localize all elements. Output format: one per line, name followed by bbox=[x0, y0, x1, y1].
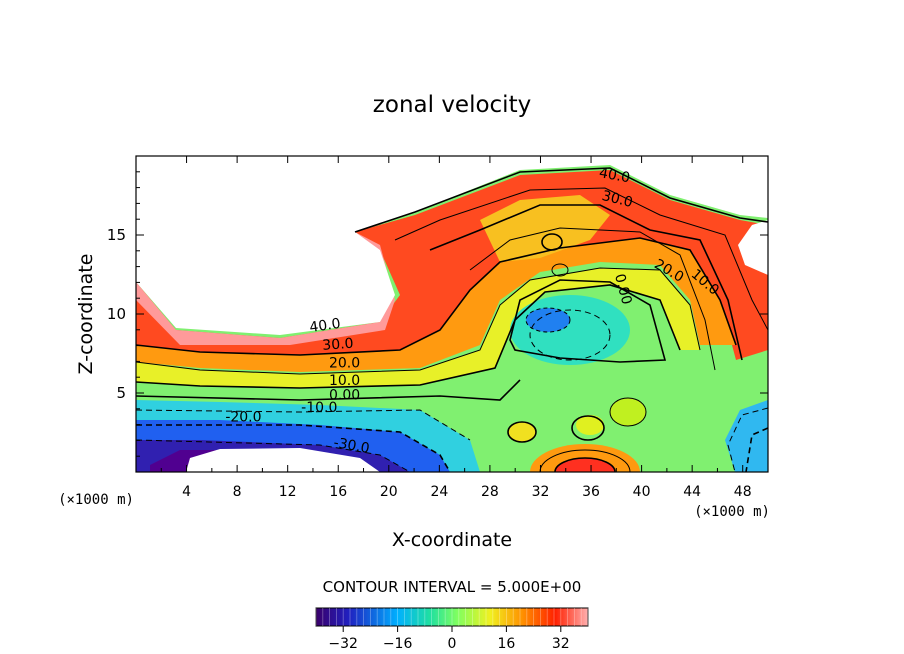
x-tick-label: 12 bbox=[279, 484, 297, 500]
colorbar-tick-label: 32 bbox=[552, 636, 570, 652]
contour-line bbox=[394, 187, 768, 331]
band-yellow bbox=[136, 268, 700, 388]
y-axis-label: Z-coordinate bbox=[75, 254, 97, 375]
band-upper-core bbox=[480, 195, 610, 262]
x-tick-label: 44 bbox=[683, 484, 701, 500]
x-tick-label: 16 bbox=[329, 484, 347, 500]
band-orange bbox=[136, 238, 736, 372]
contour-line bbox=[136, 439, 411, 472]
x-unit-label-right: (×1000 m) bbox=[694, 504, 770, 520]
blob-yellow-2 bbox=[610, 398, 646, 426]
contour-label: 20.0 bbox=[329, 356, 360, 372]
contour-line bbox=[136, 237, 737, 356]
x-tick-label: 48 bbox=[734, 484, 752, 500]
colorbar-tick-label: −32 bbox=[328, 636, 358, 652]
contour-label: -30.0 bbox=[332, 435, 370, 457]
x-tick-label: 40 bbox=[633, 484, 651, 500]
x-tick-label: 28 bbox=[481, 484, 499, 500]
x-axis: 4 8 12 16 20 24 28 32 36 40 44 48 bbox=[160, 156, 752, 500]
x-unit-label-left: (×1000 m) bbox=[58, 492, 134, 508]
contour-label: 40.0 bbox=[598, 165, 631, 186]
contour-line bbox=[136, 409, 471, 441]
contour-line bbox=[136, 379, 521, 401]
x-tick-label: 24 bbox=[430, 484, 448, 500]
contour-line bbox=[136, 424, 451, 472]
chart-title: zonal velocity bbox=[373, 92, 531, 118]
contour-line bbox=[429, 204, 743, 361]
colorbar-tick-label: 0 bbox=[448, 636, 457, 652]
band-right-blue bbox=[725, 400, 768, 472]
contour-line bbox=[727, 407, 768, 472]
colorbar-tick-label: −16 bbox=[383, 636, 413, 652]
contour-interval-label: CONTOUR INTERVAL = 5.000E+00 bbox=[323, 578, 582, 596]
blob-yellow-1 bbox=[508, 422, 536, 442]
contour-label: 10.0 bbox=[329, 373, 360, 389]
contour-line bbox=[541, 233, 563, 251]
x-tick-label: 20 bbox=[380, 484, 398, 500]
contour-line bbox=[539, 449, 631, 472]
mask-bottom bbox=[186, 448, 380, 472]
contour-line bbox=[525, 307, 571, 333]
contour-line bbox=[469, 227, 716, 371]
contour-line bbox=[551, 263, 569, 277]
band-red-upper bbox=[136, 170, 768, 365]
contour-label: 0.00 bbox=[611, 272, 635, 306]
contour-line bbox=[136, 284, 681, 389]
contour-label: -20.0 bbox=[225, 409, 261, 425]
contour-line bbox=[136, 267, 701, 375]
contour-line bbox=[354, 167, 768, 233]
mask-upper-right bbox=[738, 220, 768, 275]
contour-label: 30.0 bbox=[600, 188, 634, 211]
contour-label: 40.0 bbox=[308, 316, 341, 336]
contour-label: -10.0 bbox=[301, 400, 337, 416]
contour-line bbox=[507, 421, 537, 443]
contour-label: 0.00 bbox=[329, 387, 360, 403]
contour-line bbox=[571, 415, 605, 441]
y-tick-label: 5 bbox=[116, 384, 126, 402]
x-tick-label: 8 bbox=[233, 484, 242, 500]
pocket-cyan-core bbox=[526, 308, 570, 332]
colorbar-tick-label: 16 bbox=[497, 636, 515, 652]
contour-line bbox=[554, 457, 616, 472]
x-tick-label: 32 bbox=[532, 484, 550, 500]
contour-field bbox=[136, 156, 768, 472]
hotspot-red bbox=[555, 458, 615, 472]
x-axis-label: X-coordinate bbox=[392, 529, 512, 551]
colorbar-divisions bbox=[315, 608, 589, 626]
x-tick-label: 36 bbox=[582, 484, 600, 500]
contour-line bbox=[529, 309, 611, 361]
y-tick-label: 15 bbox=[107, 226, 126, 244]
x-tick-label: 4 bbox=[182, 484, 191, 500]
y-axis: 5 10 15 bbox=[107, 171, 768, 457]
contour-lines bbox=[136, 167, 768, 472]
contour-label: 30.0 bbox=[322, 336, 354, 354]
colorbar-ticks: −32 −16 0 16 32 bbox=[328, 626, 570, 652]
y-tick-label: 10 bbox=[107, 305, 126, 323]
mask-upper-left bbox=[136, 156, 768, 335]
contour-line bbox=[509, 279, 667, 363]
pocket-cyan bbox=[510, 295, 630, 365]
blob-yellow-3 bbox=[576, 415, 604, 435]
contour-line bbox=[745, 427, 768, 472]
contour-line bbox=[609, 397, 647, 427]
